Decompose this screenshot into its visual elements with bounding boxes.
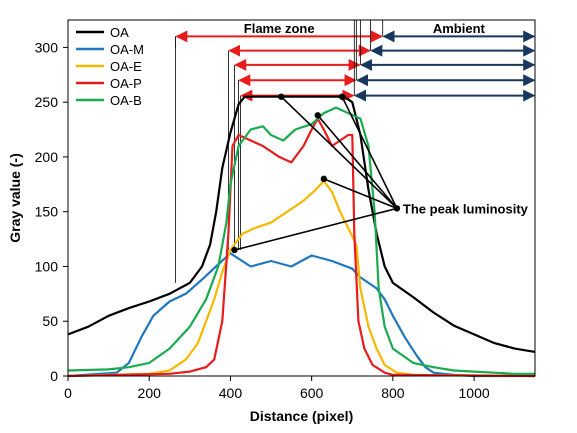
y-tick-label: 100 [35,258,59,274]
peak-point [231,246,238,254]
y-tick-label: 50 [42,313,58,329]
y-axis-title: Gray value (-) [7,153,23,242]
flame-zone-label: Flame zone [244,21,315,36]
peak-leader-line [280,96,398,209]
peak-leader-line [317,114,398,209]
peak-leader-line [341,96,398,209]
series-line-oa-m [67,252,535,378]
series-line-oa [67,95,536,353]
ambient-label: Ambient [433,21,486,36]
legend-entry: OA-E [110,59,142,74]
x-tick-label: 600 [300,385,324,401]
annotation-anchor-point [393,205,401,212]
peak-point [338,93,346,100]
peak-point [277,93,285,100]
series-line-oa-b [67,106,535,375]
y-tick-label: 0 [50,368,58,384]
zone-arrows [175,20,536,283]
series-line-oa-p [67,117,536,378]
series-lines [67,95,536,378]
legend-entry: OA-M [110,42,144,57]
legend-entry: OA-B [110,93,142,108]
series-line-oa-e [67,179,536,378]
x-tick-label: 400 [219,385,243,401]
peak-point [320,175,328,183]
x-axis-title: Distance (pixel) [250,408,353,424]
legend: OA OA-M OA-E OA-P OA-B [70,22,148,108]
x-ticks: 0 200 400 600 800 1000 [64,376,490,401]
x-tick-label: 1000 [459,385,490,401]
y-ticks: 0 50 100 150 200 250 300 [35,39,68,384]
y-tick-label: 200 [35,149,59,165]
plot-frame [67,19,536,377]
peak-point [314,112,321,119]
y-tick-label: 150 [35,204,59,220]
peak-annotation [231,93,401,254]
peak-luminosity-label: The peak luminosity [403,201,529,216]
peak-leader-line [234,207,398,251]
y-tick-label: 300 [35,39,59,55]
x-tick-label: 200 [138,385,162,401]
legend-entry: OA-P [110,76,142,91]
peak-leader-line [323,178,398,210]
x-tick-label: 800 [381,385,405,401]
y-tick-label: 250 [35,94,59,110]
legend-entry: OA [110,25,129,40]
x-tick-label: 0 [64,385,72,401]
